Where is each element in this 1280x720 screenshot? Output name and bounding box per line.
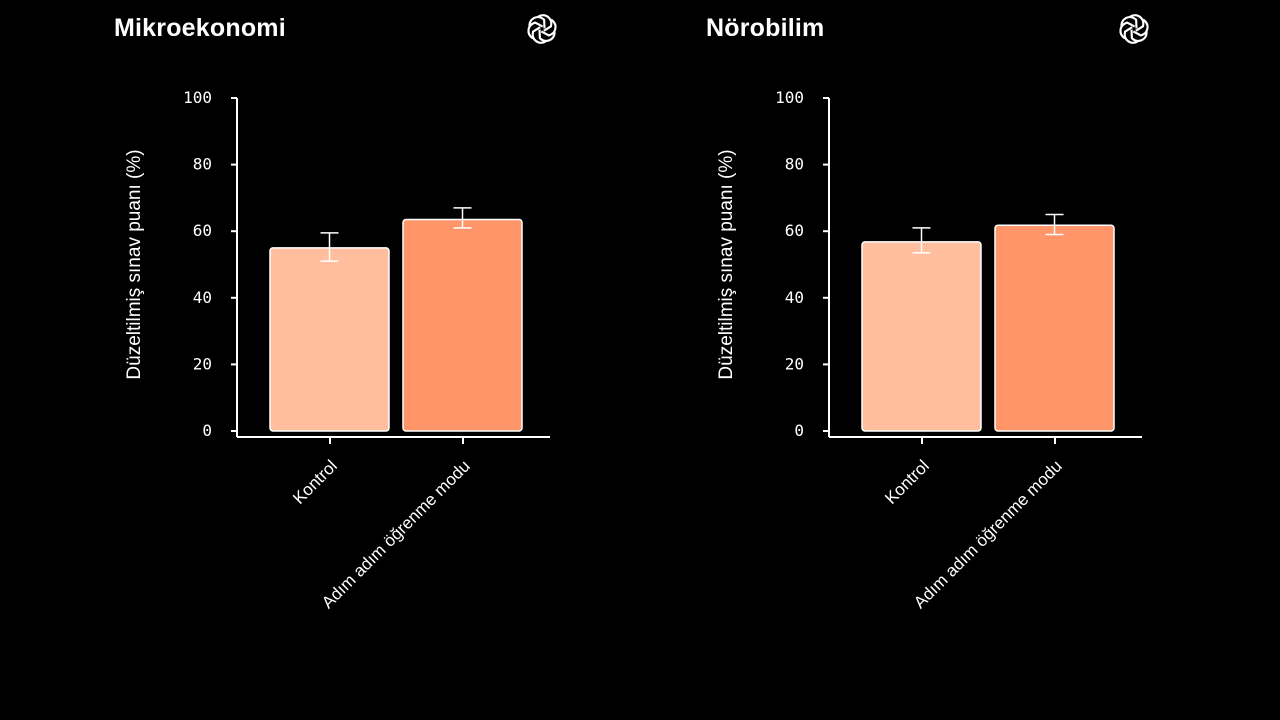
chart-title: Mikroekonomi: [114, 14, 286, 42]
chart-panel-neuroscience: 0 20 40 60 80 100 Düzeltilmiş sınav puanı (%) K…: [592, 0, 1184, 720]
y-tick-label: 40: [785, 288, 804, 307]
bar-control: [861, 241, 982, 432]
bar-step-by-step: [402, 218, 523, 432]
y-axis-title: Düzeltilmiş sınav puanı (%): [124, 149, 145, 379]
y-tick-label: 80: [193, 155, 212, 174]
x-category-label: Kontrol: [881, 456, 933, 508]
x-category-label: Adım adım öğrenme modu: [910, 456, 1066, 612]
openai-logo-icon: [527, 14, 557, 44]
chart-svg: 0 20 40 60 80 100 Düzeltilmiş sınav puanı (%) K…: [716, 88, 1142, 612]
chart-svg: 0 20 40 60 80 100 Düzeltilmiş sınav puanı (%) K…: [124, 88, 550, 612]
y-axis-title: Düzeltilmiş sınav puanı (%): [716, 149, 737, 379]
chart-panel-microeconomics: 0 20 40 60 80 100 Düzeltilmiş sınav puanı (%) K…: [0, 0, 592, 720]
x-category-label: Kontrol: [289, 456, 341, 508]
openai-logo-icon: [1119, 14, 1149, 44]
bar-step-by-step: [994, 224, 1115, 432]
bar-control: [269, 247, 390, 432]
y-tick-label: 20: [193, 354, 212, 373]
y-tick-label: 60: [785, 221, 804, 240]
y-tick-label: 40: [193, 288, 212, 307]
y-tick-label: 20: [785, 354, 804, 373]
y-tick-label: 0: [202, 421, 212, 440]
chart-title: Nörobilim: [706, 14, 825, 42]
y-tick-label: 100: [775, 88, 804, 107]
y-tick-label: 60: [193, 221, 212, 240]
y-tick-label: 100: [183, 88, 212, 107]
y-tick-label: 80: [785, 155, 804, 174]
x-category-label: Adım adım öğrenme modu: [318, 456, 474, 612]
y-tick-label: 0: [794, 421, 804, 440]
